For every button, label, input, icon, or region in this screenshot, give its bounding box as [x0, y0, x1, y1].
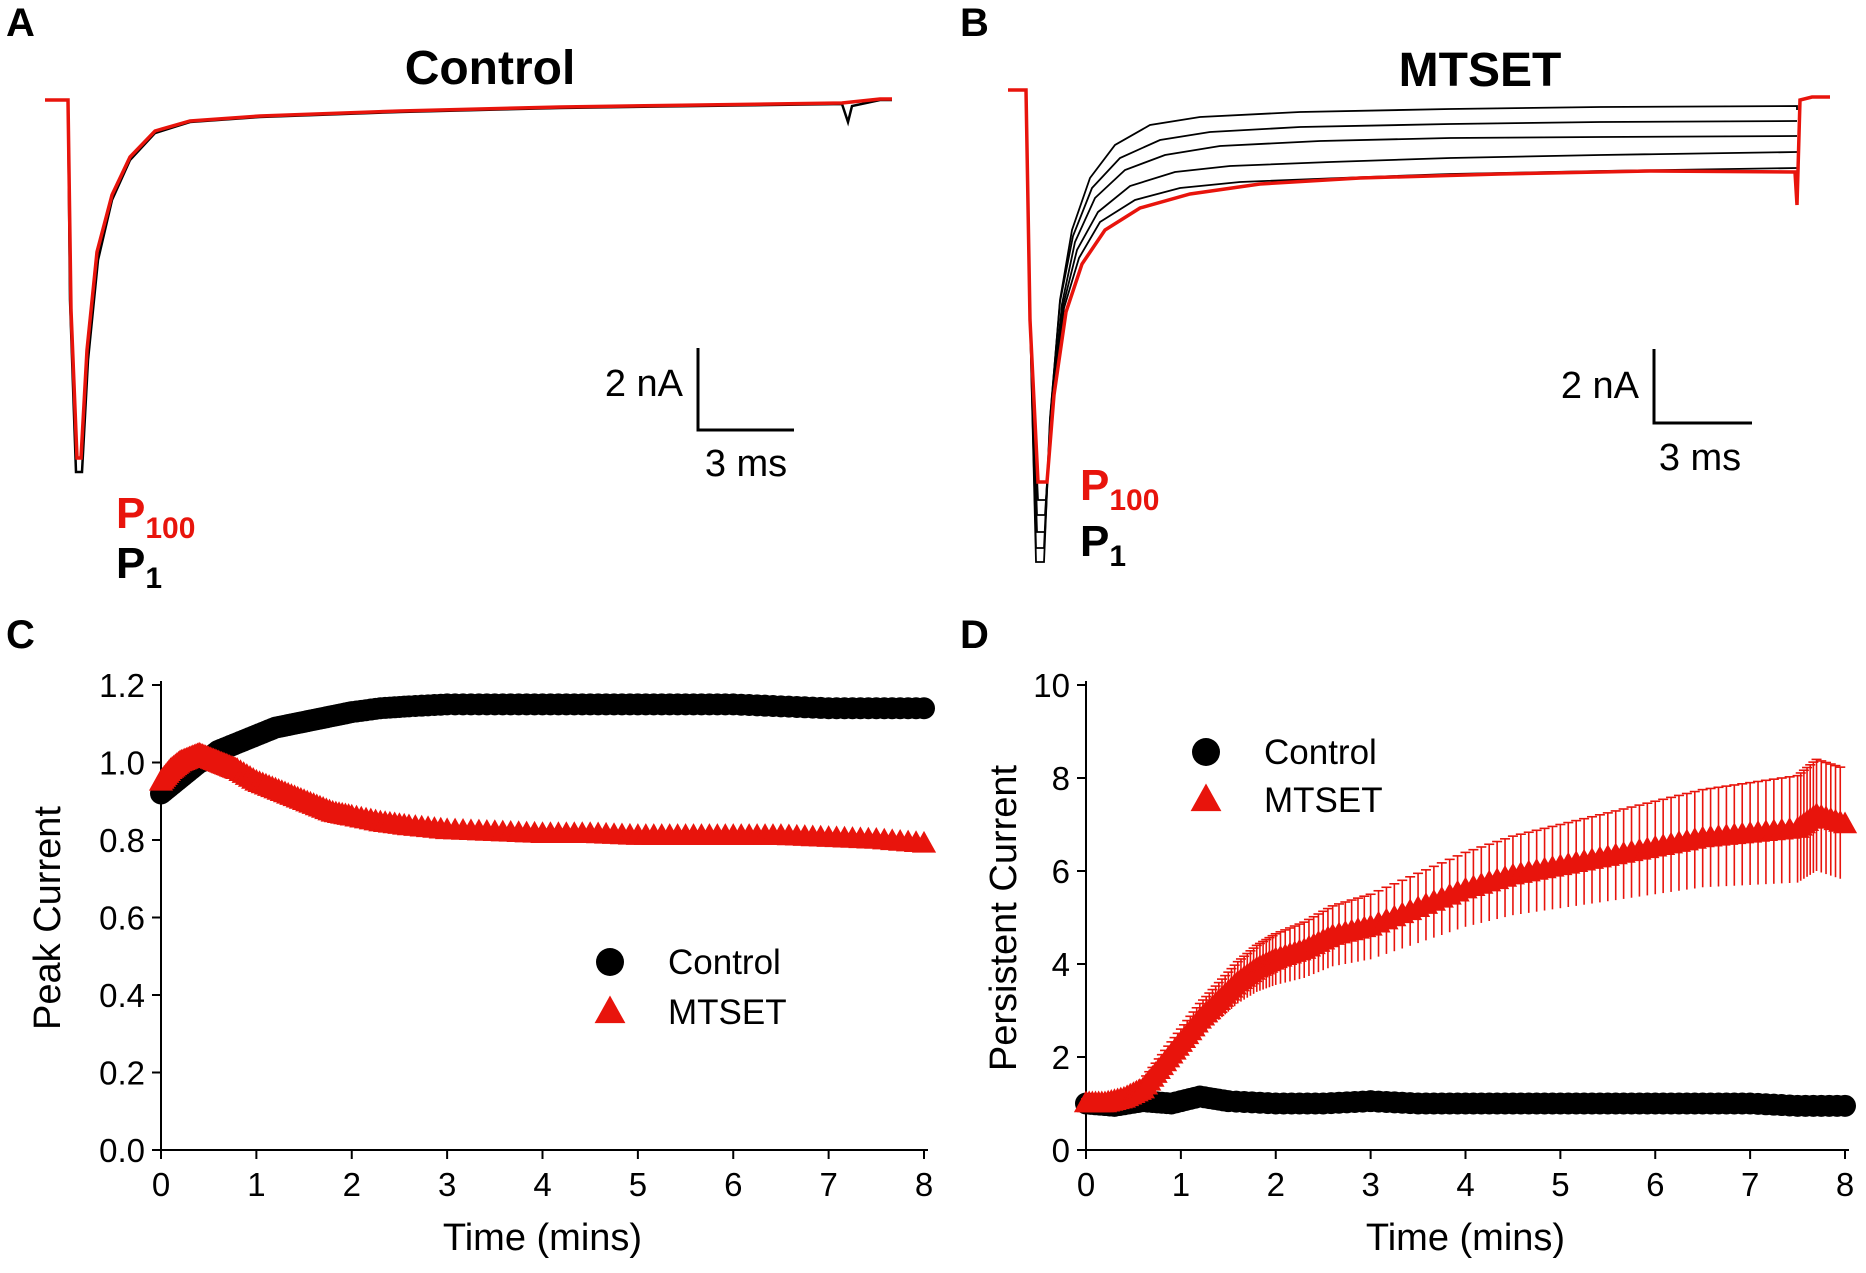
panel-d-x-tick-label: 7 [1741, 1166, 1759, 1203]
panel-d-x-tick-label: 1 [1172, 1166, 1190, 1203]
panel-c-x-tick-label: 7 [819, 1166, 837, 1203]
panel-c-legend-mtset-marker [594, 995, 626, 1024]
panel-d-y-tick-label: 4 [1052, 946, 1070, 983]
panel-b-p100-label: P100 [1080, 461, 1159, 517]
panel-c-x-tick-label: 5 [629, 1166, 647, 1203]
panel-d-x-tick-label: 0 [1077, 1166, 1095, 1203]
panel-b: B MTSET 2 nA 3 ms P100 P1 [960, 1, 1830, 573]
panel-c-label: C [6, 613, 35, 657]
panel-d-label: D [960, 613, 989, 657]
panel-d-y-axis-label: Persistent Current [983, 764, 1025, 1071]
panel-b-trace-p100 [1008, 88, 1830, 484]
panel-a-scale-bar: 2 nA 3 ms [605, 348, 794, 485]
panel-c-x-tick-label: 1 [247, 1166, 265, 1203]
panel-d-x-tick-label: 5 [1551, 1166, 1569, 1203]
panel-d-x-axis-label: Time (mins) [1366, 1217, 1565, 1259]
panel-b-label: B [960, 1, 989, 45]
panel-d-y-tick-label: 0 [1052, 1132, 1070, 1169]
panel-d-legend-mtset-label: MTSET [1264, 781, 1383, 820]
panel-a-scale-y-label: 2 nA [605, 363, 684, 405]
panel-c-legend-control-label: Control [668, 943, 781, 982]
panel-d-x-tick-label: 6 [1646, 1166, 1664, 1203]
panel-b-p1-label: P1 [1080, 517, 1126, 573]
panel-c-x-tick-label: 0 [152, 1166, 170, 1203]
panel-c-x-tick-label: 8 [915, 1166, 933, 1203]
panel-a-p100-label: P100 [116, 489, 195, 545]
panel-c-chart: 0.0 0.2 0.4 0.6 0.8 1.0 1.2 0 1 2 3 4 5 6 7 8 Time (mins… [27, 667, 937, 1259]
panel-d-x-tick-label: 2 [1267, 1166, 1285, 1203]
panel-d-y-tick-label: 6 [1052, 853, 1070, 890]
panel-d-x-tick-label: 8 [1836, 1166, 1854, 1203]
panel-d-y-tick-label: 8 [1052, 760, 1070, 797]
panel-d-chart: 0 2 4 6 8 10 0 1 2 3 4 5 6 7 8 Time (mins) Persistent Cu… [983, 667, 1858, 1259]
panel-c-y-axis-label: Peak Current [27, 806, 69, 1030]
panel-d-x-tick-label: 4 [1456, 1166, 1474, 1203]
panel-c-y-tick-label: 0.2 [99, 1055, 145, 1092]
panel-c-mtset-point [911, 830, 937, 853]
panel-a-title: Control [405, 42, 576, 95]
panel-d-y-tick-label: 10 [1033, 667, 1070, 704]
panel-c-legend-mtset-label: MTSET [668, 993, 787, 1032]
panel-d-mtset-point [1832, 811, 1858, 834]
panel-a-label: A [6, 1, 35, 45]
panel-c-x-tick-label: 4 [533, 1166, 551, 1203]
panel-c-x-axis-label: Time (mins) [443, 1217, 642, 1259]
panel-a-trace-p100 [45, 97, 892, 460]
panel-c-control-point [913, 697, 935, 720]
panel-b-scale-bar: 2 nA 3 ms [1561, 349, 1752, 479]
panel-a-trace-p1 [45, 98, 892, 474]
panel-c-y-tick-label: 1.2 [99, 667, 145, 704]
panel-c-y-tick-label: 0.6 [99, 900, 145, 937]
panel-a-scale-x-label: 3 ms [705, 443, 787, 485]
panel-c-y-tick-label: 0.4 [99, 977, 145, 1014]
panel-b-scale-x-label: 3 ms [1659, 437, 1741, 479]
panel-c-x-tick-label: 6 [724, 1166, 742, 1203]
panel-b-title: MTSET [1399, 44, 1562, 97]
panel-b-scale-y-label: 2 nA [1561, 365, 1640, 407]
panel-d-legend-control-label: Control [1264, 733, 1377, 772]
panel-d-legend-control-marker [1192, 738, 1220, 766]
panel-d-legend-mtset-marker [1190, 783, 1222, 812]
panel-a: A Control 2 nA 3 ms P100 P1 [6, 1, 892, 595]
panel-c-y-tick-label: 0.0 [99, 1132, 145, 1169]
panel-c-x-tick-label: 2 [343, 1166, 361, 1203]
panel-c-y-tick-label: 1.0 [99, 745, 145, 782]
panel-c-legend-control-marker [596, 948, 624, 976]
panel-c-x-tick-label: 3 [438, 1166, 456, 1203]
panel-c-y-tick-label: 0.8 [99, 822, 145, 859]
panel-d-x-tick-label: 3 [1361, 1166, 1379, 1203]
panel-d-y-tick-label: 2 [1052, 1039, 1070, 1076]
panel-a-p1-label: P1 [116, 539, 162, 595]
panel-d-control-point [1834, 1094, 1856, 1117]
